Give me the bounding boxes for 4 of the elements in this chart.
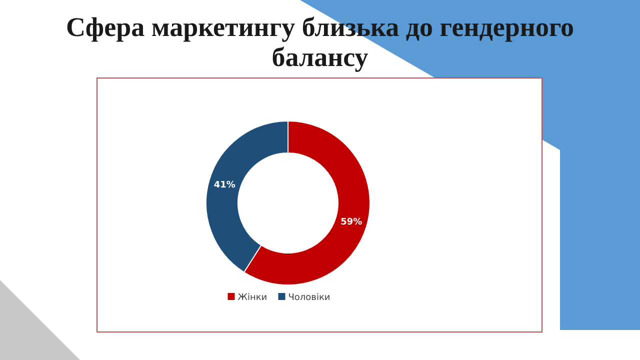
data-label: 59% bbox=[340, 218, 362, 228]
data-label: 41% bbox=[214, 180, 236, 191]
legend-label: Чоловіки bbox=[288, 293, 330, 303]
legend-label: Жінки bbox=[238, 293, 268, 303]
